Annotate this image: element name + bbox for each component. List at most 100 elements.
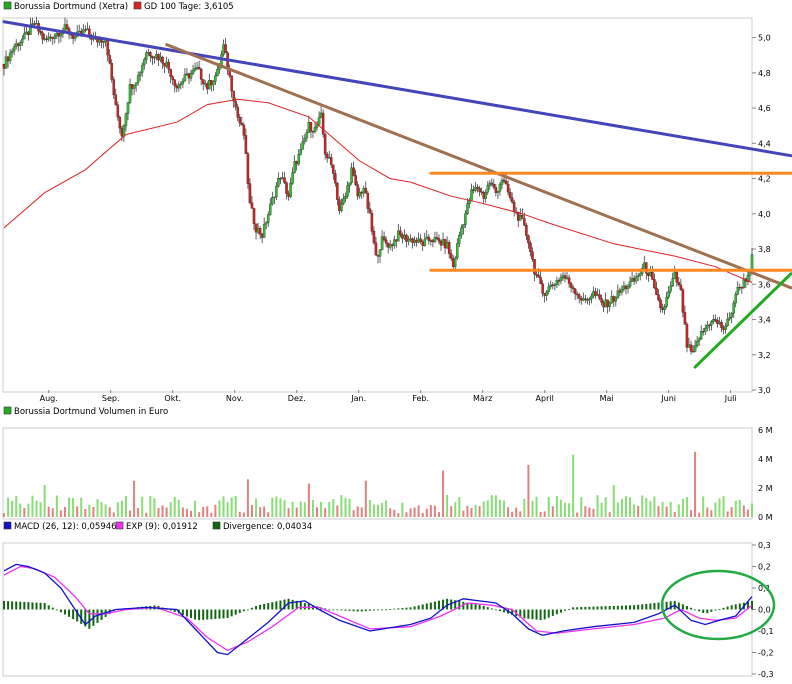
candle-body [224, 44, 227, 53]
volume-bar [263, 506, 266, 517]
divergence-bar [238, 609, 241, 613]
divergence-bars [3, 598, 753, 629]
volume-bar [165, 507, 168, 517]
divergence-bar [572, 607, 575, 610]
volume-bar [55, 495, 58, 517]
candle-body [348, 182, 351, 187]
volume-bar [661, 502, 664, 517]
divergence-bar [401, 608, 404, 610]
divergence-bar [547, 609, 550, 618]
candle-body [340, 203, 343, 211]
divergence-bar [360, 609, 363, 612]
divergence-bar [437, 600, 440, 610]
candle-body [336, 182, 339, 200]
candle-body [25, 31, 28, 34]
candle-body [523, 218, 526, 226]
divergence-bar [722, 607, 725, 610]
month-label: Juni [660, 394, 676, 403]
price-legend-label: Borussia Dortmund (Xetra) [14, 2, 128, 12]
candle-body [256, 228, 260, 233]
volume-bar [214, 504, 217, 517]
volume-bars [3, 451, 753, 517]
candle-body [616, 290, 620, 299]
candle-body [492, 183, 496, 188]
candle-body [559, 276, 563, 282]
candle-body [305, 132, 309, 139]
candle-body [411, 238, 414, 243]
divergence-bar [255, 606, 258, 610]
candle-body [468, 200, 471, 204]
candle-body [222, 44, 225, 55]
volume-bar [612, 485, 615, 517]
divergence-bar [702, 609, 705, 613]
month-label: Sep. [102, 394, 120, 403]
candle-body [201, 79, 205, 84]
volume-bar [738, 499, 741, 517]
candle-body [293, 161, 296, 173]
candle-body [352, 167, 355, 176]
volume-bar [645, 498, 648, 517]
divergence-bar [596, 606, 599, 610]
candle-body [519, 215, 522, 221]
candle-body [689, 344, 693, 352]
candle-body [720, 322, 723, 328]
volume-bar [539, 512, 542, 517]
volume-bar [116, 502, 119, 517]
volume-bar [641, 495, 644, 517]
divergence-bar [242, 609, 245, 612]
volume-bar [356, 506, 359, 517]
candle-body [35, 23, 38, 25]
candle-body [472, 189, 475, 191]
volume-bar [84, 509, 87, 517]
volume-bar [3, 513, 5, 517]
candle-body [334, 173, 337, 184]
candle-body [171, 76, 174, 80]
candle-body [634, 276, 638, 282]
candle-body [681, 289, 685, 313]
candle-body [706, 324, 709, 329]
candle-body [659, 299, 662, 309]
month-label: Okt. [164, 394, 181, 403]
volume-bar [372, 504, 375, 517]
divergence-bar [169, 609, 172, 611]
volume-bar [108, 507, 111, 517]
divergence-bar [230, 609, 233, 617]
candle-body [586, 299, 589, 301]
candle-body [289, 183, 292, 197]
divergence-bar [600, 606, 603, 610]
divergence-bar [88, 609, 91, 629]
volume-bar [255, 498, 258, 517]
divergence-bar [47, 605, 50, 610]
month-label: Jan. [350, 394, 366, 403]
volume-bar [234, 496, 237, 517]
divergence-bar [539, 609, 542, 621]
divergence-bar [206, 609, 209, 620]
candle-body [8, 52, 12, 62]
candle-body [57, 32, 61, 37]
divergence-bar [291, 599, 294, 610]
divergence-bar [393, 608, 396, 610]
candle-body [307, 121, 311, 133]
month-label: Juli [724, 394, 737, 403]
divergence-bar [458, 601, 461, 610]
candle-body [496, 191, 500, 193]
candle-body [525, 225, 528, 236]
volume-bar [572, 454, 575, 517]
divergence-bar [295, 600, 298, 610]
divergence-bar [336, 609, 339, 611]
candle-body [262, 223, 266, 238]
candle-body [177, 84, 181, 89]
macd-ytick-label: 0,0 [758, 606, 771, 615]
divergence-bar [588, 606, 591, 610]
volume-bar [31, 495, 34, 517]
divergence-bar [629, 605, 632, 610]
candle-body [630, 278, 634, 282]
volume-bar [133, 480, 136, 517]
candle-body [10, 50, 14, 54]
candle-body [65, 24, 69, 29]
divergence-bar [226, 609, 229, 619]
divergence-bar [352, 609, 355, 612]
volume-bar [76, 506, 79, 517]
candle-body [252, 208, 256, 224]
candle-body [108, 54, 111, 64]
